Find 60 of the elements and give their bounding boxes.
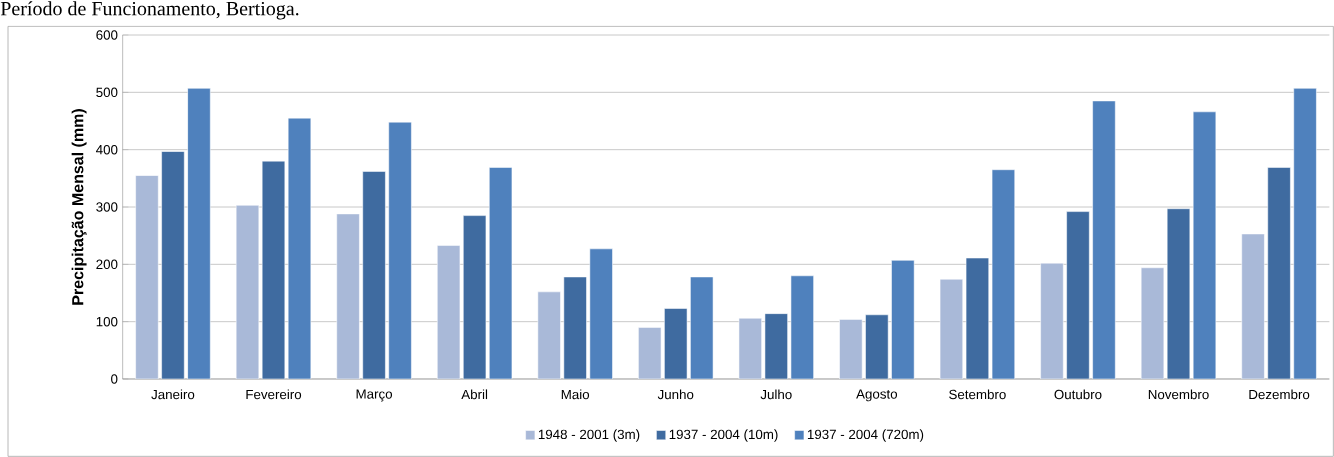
y-tick-label: 400 (96, 144, 118, 155)
bar (638, 327, 662, 379)
y-tick-label: 0 (111, 374, 118, 384)
bar (336, 213, 360, 379)
bar (261, 160, 286, 379)
x-tick-label: Julho (760, 389, 792, 400)
x-tick-label: Fevereiro (246, 389, 302, 400)
x-tick-label: Junho (657, 389, 694, 400)
bar (187, 88, 211, 379)
x-tick-label: Setembro (949, 389, 1006, 400)
x-tick-label: Abril (461, 389, 488, 400)
bar (965, 257, 990, 379)
bar (891, 260, 915, 379)
bar (1092, 100, 1116, 379)
x-tick-label: Maio (561, 389, 590, 400)
legend-label: 1948 - 2001 (3m) (538, 429, 640, 442)
bar (235, 205, 260, 379)
chart-title: Período de Funcionamento, Bertioga. (0, 1, 299, 20)
bar (589, 248, 613, 379)
bar (1293, 88, 1317, 379)
legend-label: 1937 - 2004 (10m) (669, 429, 778, 442)
x-tick-label: Agosto (856, 389, 898, 402)
bar (388, 121, 412, 379)
bar (563, 276, 587, 379)
x-tick-label: Março (356, 389, 393, 402)
x-tick-label: Dezembro (1249, 389, 1310, 400)
bar (991, 169, 1015, 379)
bar (161, 151, 185, 379)
bar (1267, 167, 1291, 379)
bar (939, 278, 963, 379)
x-tick-label: Novembro (1148, 389, 1209, 400)
bar (437, 245, 461, 379)
y-tick-label: 100 (96, 316, 118, 327)
bar (738, 317, 762, 379)
bar (865, 314, 889, 379)
bar (362, 171, 386, 379)
bar (489, 167, 513, 379)
y-tick-label: 200 (96, 259, 118, 270)
bar (1140, 267, 1165, 379)
bar (1241, 233, 1265, 379)
legend-label: 1937 - 2004 (720m) (807, 429, 924, 442)
bar (690, 276, 714, 379)
y-tick-label: 500 (96, 87, 118, 98)
bar (764, 313, 788, 379)
bar (1040, 262, 1064, 379)
bar (1166, 208, 1191, 379)
bar (537, 291, 561, 379)
y-axis-title: Precipitação Mensal (mm) (71, 109, 87, 305)
bar (135, 175, 159, 379)
bar (287, 117, 312, 379)
bar (1192, 111, 1217, 379)
bar (664, 308, 688, 379)
y-tick-label: 600 (96, 30, 118, 40)
bar (1066, 211, 1090, 379)
bar (839, 319, 863, 379)
y-tick-label: 300 (96, 202, 118, 212)
bar (463, 215, 487, 379)
x-tick-label: Outubro (1054, 389, 1102, 400)
x-tick-label: Janeiro (151, 389, 195, 400)
bar (790, 275, 814, 379)
